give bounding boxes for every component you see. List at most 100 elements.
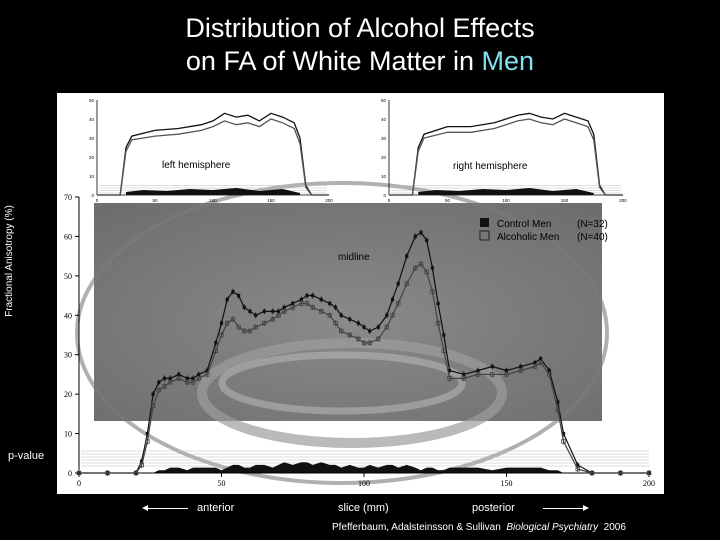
chart-panel: 0 10 20 30 40 50 60 70 0 50 100 150 200 midline Contro… (57, 93, 664, 494)
data-point (327, 313, 332, 318)
data-point (338, 328, 344, 334)
data-point (205, 372, 210, 377)
y-tick-label: 70 (64, 193, 72, 202)
brain-arc-shape (218, 351, 466, 415)
y-tick-label: 20 (64, 390, 72, 399)
data-point (405, 254, 409, 258)
data-point (214, 341, 218, 345)
y-tick-label: 50 (64, 272, 72, 281)
citation-year: 2006 (603, 522, 626, 533)
data-point (270, 317, 275, 322)
inset-x-tick-label: 0 (96, 198, 99, 203)
x-tick-label: 100 (358, 479, 370, 488)
data-point (576, 463, 580, 467)
posterior-label: posterior (472, 502, 515, 514)
data-point (441, 348, 446, 353)
inset-x-tick-label: 150 (561, 198, 569, 203)
data-point (150, 403, 156, 409)
data-point (253, 324, 258, 330)
data-point (168, 376, 172, 380)
data-point (561, 431, 566, 436)
data-point (368, 329, 372, 333)
data-point (291, 301, 295, 306)
inset-series-line-1 (97, 118, 329, 196)
data-point (242, 328, 247, 334)
data-point (519, 364, 523, 369)
data-point (413, 234, 417, 239)
data-point (254, 313, 258, 317)
data-point (247, 328, 253, 334)
x-tick-label: 0 (77, 479, 81, 488)
data-point (311, 293, 315, 298)
inset-y-tick-label: 0 (91, 193, 94, 198)
inset-y-tick-label: 20 (89, 155, 95, 160)
data-point (376, 325, 380, 329)
inset-series-line-0 (389, 112, 623, 196)
inset-y-tick-label: 30 (89, 136, 95, 141)
data-point (236, 324, 241, 330)
legend-marker-filled (480, 218, 489, 227)
inset-x-tick-label: 50 (152, 198, 158, 203)
data-point (533, 361, 537, 365)
brain-slice-background (94, 203, 602, 421)
posterior-arrow-icon (543, 505, 589, 511)
data-point (276, 309, 281, 313)
data-point (362, 325, 366, 329)
data-point (176, 376, 181, 381)
data-point (390, 313, 395, 318)
data-point (376, 336, 381, 342)
data-point (105, 470, 110, 476)
data-point (191, 376, 195, 380)
data-point (224, 320, 230, 326)
data-point (547, 372, 552, 377)
data-point (518, 368, 523, 373)
data-point (177, 372, 181, 377)
data-point (532, 364, 538, 369)
inset-pvalue-area (418, 188, 594, 195)
data-point (162, 384, 167, 389)
data-point (547, 368, 551, 373)
data-point (231, 290, 235, 294)
x-tick-label: 200 (643, 479, 655, 488)
data-point (442, 333, 446, 337)
legend-marker-open (479, 230, 490, 241)
inset-pvalue-area (126, 188, 300, 195)
data-point (430, 266, 434, 270)
inset-y-tick-label: 30 (381, 136, 387, 141)
data-point (490, 372, 495, 377)
inset-y-tick-label: 0 (383, 193, 386, 198)
midline-annotation: midline (338, 252, 370, 263)
data-point (156, 387, 161, 393)
data-point (305, 293, 309, 298)
data-point (390, 297, 395, 302)
data-point (196, 376, 201, 381)
data-point (276, 313, 281, 318)
inset-x-tick-label: 100 (209, 198, 217, 203)
data-point (538, 360, 543, 365)
inset-annotation: left hemisphere (162, 160, 231, 171)
inset-y-tick-label: 50 (89, 98, 95, 103)
inset-y-tick-label: 50 (381, 98, 387, 103)
citation: Pfefferbaum, Adalsteinsson & Sullivan Bi… (332, 522, 626, 533)
slide-title: Distribution of Alcohol Effects on FA of… (0, 12, 720, 78)
data-point (328, 301, 332, 306)
series-line-1 (79, 263, 649, 474)
inset-inset-right: 0 10 20 30 40 50 0 50 100 150 200 right hemisphere (381, 98, 627, 203)
data-point (205, 368, 209, 373)
data-point (435, 320, 441, 326)
data-point (140, 459, 144, 463)
data-point (575, 466, 580, 472)
title-line-1: Distribution of Alcohol Effects (185, 13, 535, 43)
data-point (248, 309, 252, 313)
data-point (384, 324, 389, 330)
y-axis-label: Fractional Anisotropy (%) (4, 205, 15, 317)
anterior-label: anterior (197, 502, 235, 514)
data-point (447, 368, 452, 373)
data-point (339, 313, 343, 317)
data-point (462, 372, 466, 377)
data-point (447, 376, 452, 381)
citation-authors: Pfefferbaum, Adalsteinsson & Sullivan (332, 522, 501, 533)
data-point (430, 289, 435, 294)
data-point (242, 305, 246, 309)
inset-y-tick-label: 20 (381, 155, 387, 160)
